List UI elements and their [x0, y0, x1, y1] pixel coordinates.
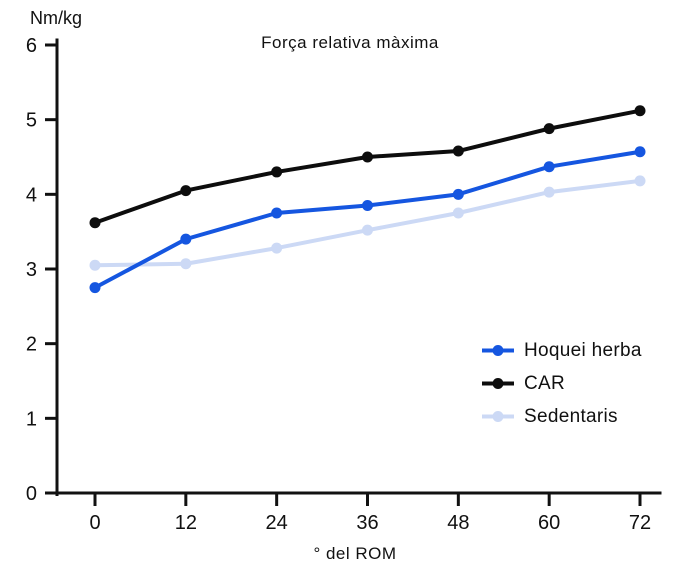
series-car [89, 105, 646, 229]
data-point-marker [180, 233, 192, 245]
y-tick-label: 1 [26, 408, 37, 430]
data-point-marker [452, 145, 464, 157]
legend-label: Sedentaris [524, 405, 618, 427]
y-tick-label: 3 [26, 259, 37, 281]
data-point-marker [543, 161, 555, 173]
y-tick-label: 5 [26, 110, 37, 132]
line-dot-marker-icon [482, 345, 514, 356]
series-sedentaris [89, 175, 646, 271]
data-point-marker [271, 166, 283, 178]
x-axis-ticks: 0 12 24 36 48 60 72 [89, 493, 651, 534]
data-point-marker [180, 258, 192, 270]
legend: Hoquei herba CAR Sedentaris [480, 334, 642, 433]
x-tick-label: 24 [266, 512, 288, 534]
series-line [93, 149, 642, 290]
legend-label: CAR [524, 372, 566, 394]
data-point-marker [362, 200, 373, 212]
x-tick-label: 60 [538, 512, 560, 534]
x-axis-label: ° del ROM [313, 544, 397, 563]
data-point-marker [452, 188, 464, 200]
data-point-marker [362, 224, 373, 236]
data-point-marker [362, 151, 373, 163]
y-tick-label: 2 [26, 334, 37, 356]
data-point-marker [89, 217, 101, 229]
data-point-marker [452, 207, 464, 219]
legend-item-sedentaris: Sedentaris [480, 400, 642, 433]
y-tick-label: 4 [26, 184, 37, 206]
data-point-marker [271, 242, 283, 254]
data-point-marker [634, 146, 646, 158]
y-axis-ticks: 0 1 2 3 4 5 6 [26, 35, 57, 505]
data-point-marker [634, 175, 646, 187]
y-tick-label: 6 [26, 35, 37, 57]
data-point-marker [89, 282, 101, 294]
x-tick-label: 0 [89, 512, 100, 534]
x-tick-label: 48 [447, 512, 469, 534]
line-dot-marker-icon [482, 411, 514, 422]
data-point-marker [180, 185, 192, 197]
x-tick-label: 12 [175, 512, 197, 534]
data-point-marker [543, 123, 555, 135]
line-dot-marker-icon [482, 378, 514, 389]
chart-title: Força relativa màxima [261, 33, 439, 52]
data-point-marker [634, 105, 646, 117]
legend-item-car: CAR [480, 367, 642, 400]
legend-label: Hoquei herba [524, 339, 642, 361]
data-point-marker [89, 259, 101, 271]
series-hoquei-herba [89, 146, 646, 294]
legend-item-hoquei-herba: Hoquei herba [480, 334, 642, 367]
data-point-marker [271, 207, 283, 219]
data-point-marker [543, 186, 555, 198]
x-tick-label: 72 [629, 512, 651, 534]
y-tick-label: 0 [26, 483, 37, 505]
x-tick-label: 36 [356, 512, 378, 534]
y-axis-unit-label: Nm/kg [30, 8, 83, 28]
